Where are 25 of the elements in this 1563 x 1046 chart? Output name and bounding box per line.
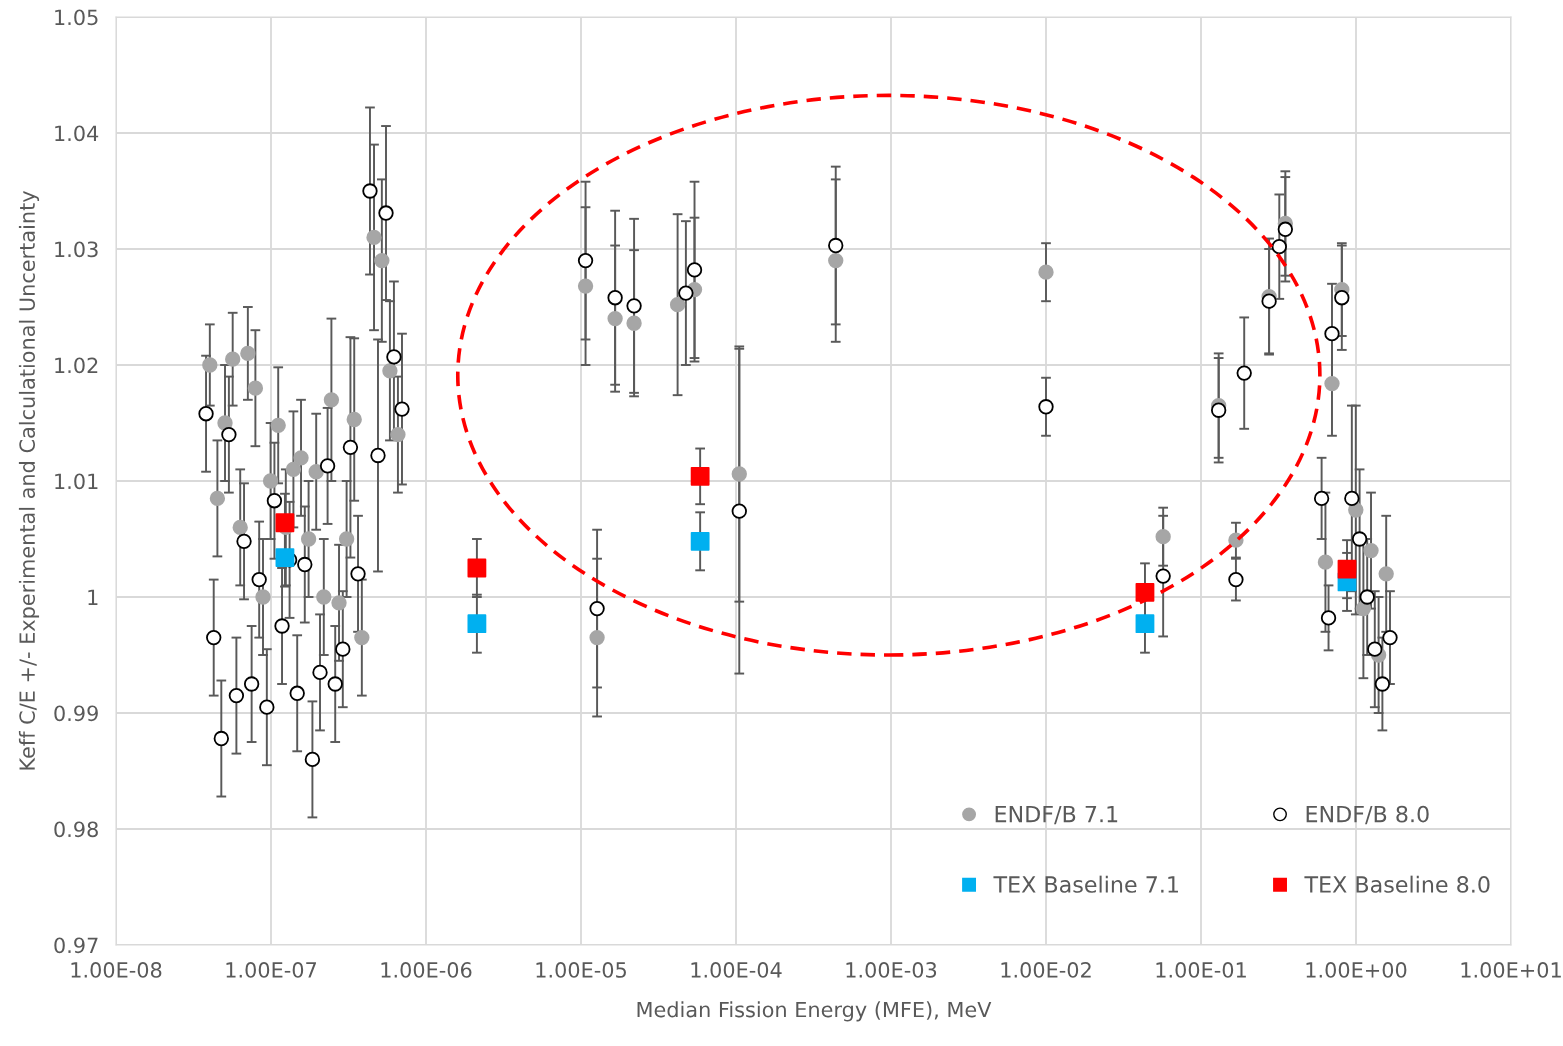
y-tick-label: 0.99 [54,705,98,722]
y-tick-label: 1.01 [55,473,98,490]
x-tick-label: 1.00E-02 [1001,962,1091,978]
legend-label: ENDF/B 7.1 [995,805,1118,825]
x-tick-label: 1.00E-07 [226,962,317,978]
x-tick-label: 1.00E-08 [71,962,162,978]
legend-label: ENDF/B 8.0 [1306,805,1429,825]
y-tick-label: 1.05 [55,9,98,26]
y-tick-label: 1.03 [55,241,98,258]
x-tick-label: 1.00E-04 [691,962,782,978]
legend-label: TEX Baseline 7.1 [993,875,1178,893]
y-axis-title: Keff C/E +/- Experimental and Calculational Uncertainty [18,191,40,770]
y-tick-label: 0.98 [54,821,98,838]
x-tick-label: 1.00E-03 [846,962,937,978]
x-axis-title: Median Fission Energy (MFE), MeV [637,1001,992,1022]
y-tick-label: 1.02 [55,357,98,374]
x-tick-label: 1.00E+00 [1306,962,1407,978]
x-tick-label: 1.00E+01 [1461,962,1561,978]
y-tick-label: 0.97 [54,937,98,954]
y-tick-label: 1 [88,589,98,605]
x-tick-label: 1.00E-06 [381,962,472,978]
x-tick-label: 1.00E-01 [1156,962,1246,978]
legend-label: TEX Baseline 8.0 [1304,875,1490,893]
y-tick-label: 1.04 [55,125,99,142]
x-tick-label: 1.00E-05 [536,962,626,978]
